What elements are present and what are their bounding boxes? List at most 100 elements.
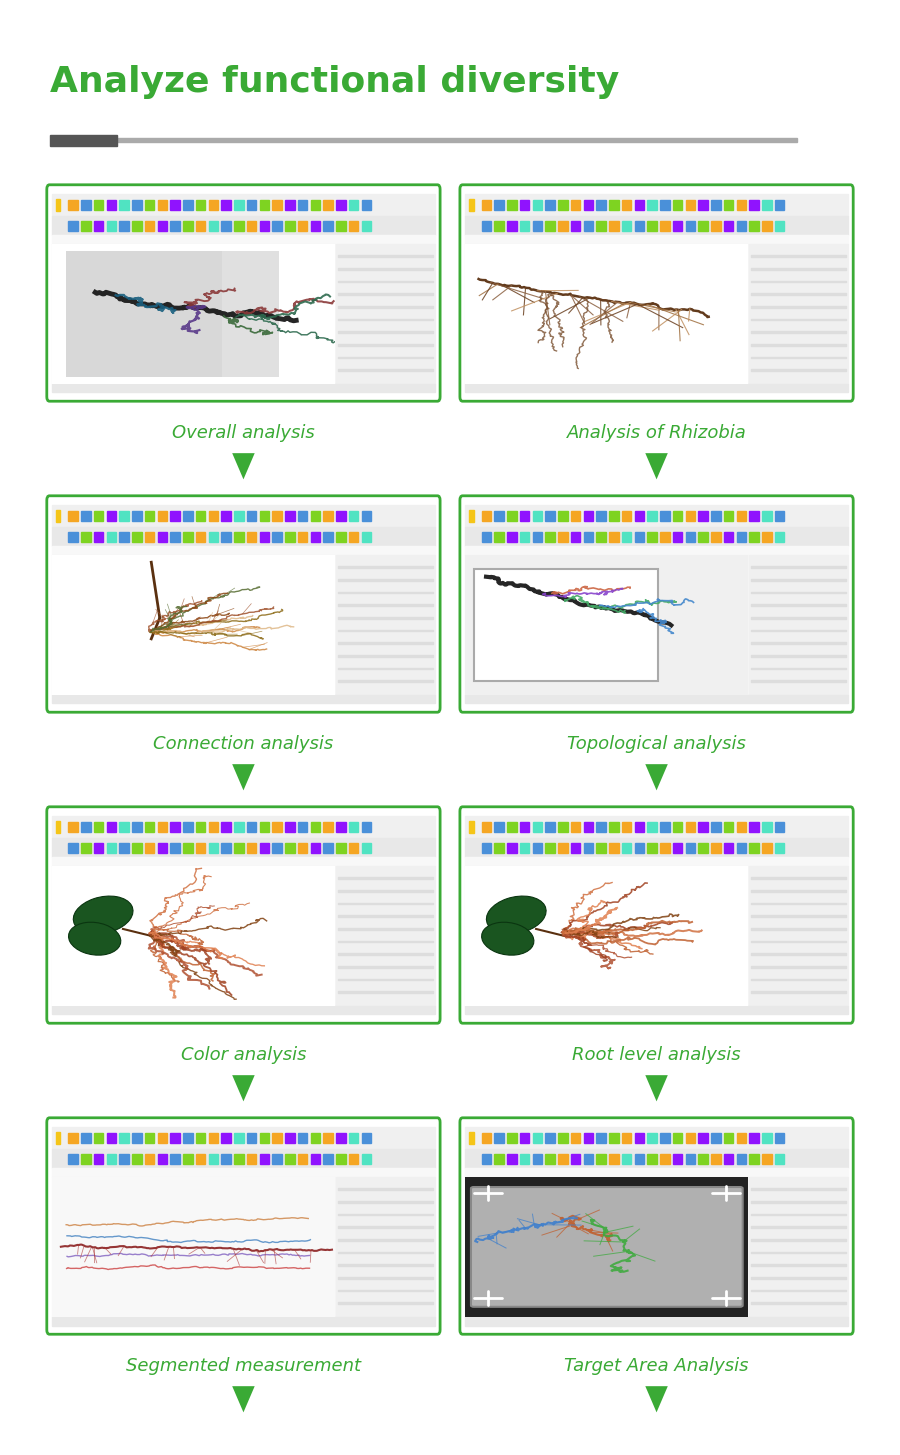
Bar [209,842,218,853]
Bar [660,822,670,832]
Bar [234,822,244,832]
Bar [609,822,618,832]
Bar [120,201,129,210]
Bar [533,1154,542,1164]
Bar [711,511,721,521]
Bar [673,1154,682,1164]
Bar [686,1133,695,1142]
Bar [184,842,193,853]
Bar [724,511,733,521]
Bar [132,842,141,853]
Bar [583,511,593,521]
Bar [196,1154,205,1164]
Bar [736,221,746,230]
Bar [520,201,529,210]
Bar [52,236,435,244]
Bar [520,822,529,832]
Bar [259,221,269,230]
Bar [634,221,644,230]
Bar [545,201,554,210]
Bar [184,822,193,832]
Bar [273,533,282,541]
Bar [323,822,333,832]
Bar [673,1133,682,1142]
Bar [158,221,167,230]
Bar [520,221,529,230]
Bar [259,1133,269,1142]
Bar [337,533,346,541]
Bar [298,533,308,541]
Bar [507,842,517,853]
Bar [81,842,91,853]
Bar [571,533,580,541]
Bar [221,221,231,230]
Bar [660,201,670,210]
Bar [698,201,707,210]
Bar [736,511,746,521]
Bar [583,201,593,210]
Bar [81,221,91,230]
FancyBboxPatch shape [47,496,440,711]
Bar [533,221,542,230]
Bar [482,1154,491,1164]
Bar [751,902,846,904]
FancyBboxPatch shape [460,496,853,711]
Bar [338,1240,433,1241]
Bar [337,866,435,1005]
Bar [106,822,116,832]
Bar [751,1213,846,1215]
Bar [310,533,320,541]
Bar [338,604,433,605]
Bar [751,579,846,581]
Bar [338,281,433,282]
Polygon shape [645,453,668,479]
Bar [660,511,670,521]
Bar [622,1133,631,1142]
Bar [558,221,568,230]
Bar [120,221,129,230]
Bar [609,1133,618,1142]
Bar [465,546,848,556]
Bar [349,221,358,230]
Bar [494,822,504,832]
Bar [558,1154,568,1164]
Bar [749,822,759,832]
Bar [106,1154,116,1164]
Bar [338,915,433,917]
Bar [94,1133,104,1142]
Bar [234,511,244,521]
Bar [196,533,205,541]
Bar [349,1133,358,1142]
Bar [520,1133,529,1142]
FancyBboxPatch shape [460,185,853,402]
Bar [52,546,435,556]
Bar [337,556,435,694]
Bar [751,604,846,605]
Bar [247,1133,256,1142]
Bar [362,221,371,230]
Bar [558,822,568,832]
Bar [132,1133,141,1142]
Bar [465,527,848,546]
Bar [507,822,517,832]
Bar [349,842,358,853]
Ellipse shape [73,896,133,934]
Bar [571,842,580,853]
Bar [494,511,504,521]
Bar [749,533,759,541]
Bar [558,533,568,541]
Bar [558,201,568,210]
Bar [145,511,155,521]
Bar [545,533,554,541]
Bar [323,1133,333,1142]
Bar [158,533,167,541]
Bar [751,668,846,669]
Bar [94,1154,104,1164]
Bar [571,221,580,230]
Bar [349,533,358,541]
Bar [56,199,60,211]
Bar [622,221,631,230]
Bar [273,1154,282,1164]
Text: Color analysis: Color analysis [181,1046,306,1064]
Bar [338,579,433,581]
